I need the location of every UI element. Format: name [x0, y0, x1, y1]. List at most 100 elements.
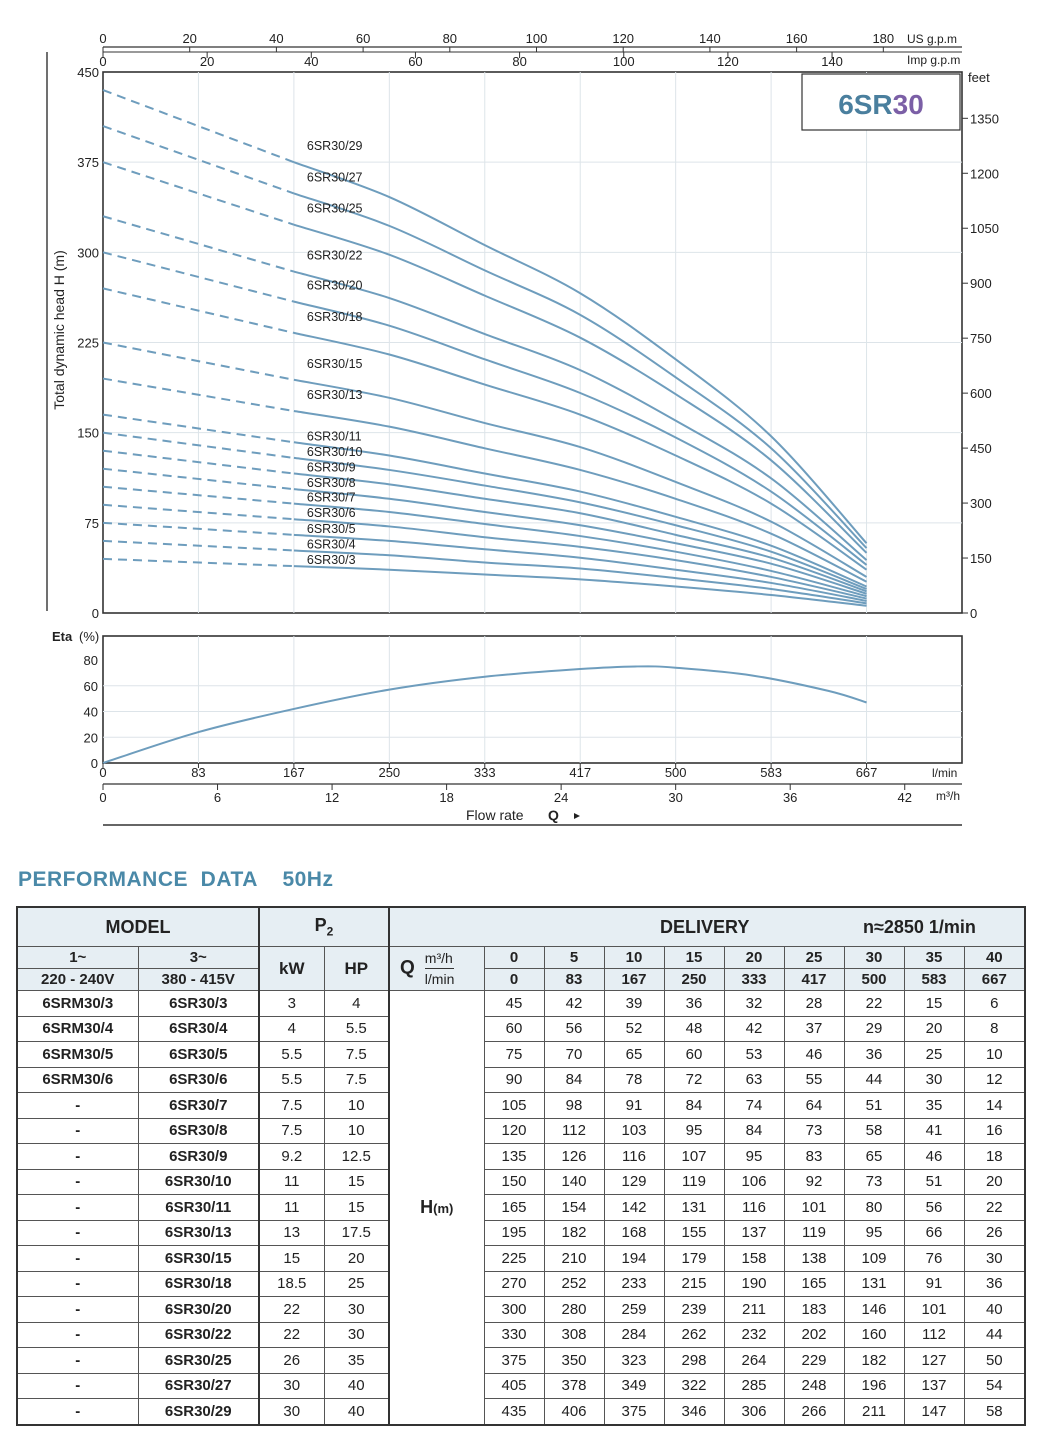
head-value: 103 [603, 1117, 665, 1144]
power-hp: 15 [323, 1194, 391, 1221]
table-row: -6SR30/10 11 15 150 140 129 119 106 92 73 51 20 [16, 1168, 1026, 1195]
q-m3h-cell: 15 [663, 946, 725, 969]
head-value: 51 [903, 1168, 965, 1195]
performance-curve [293, 161, 868, 544]
head-value: 20 [903, 1015, 965, 1042]
imp-gpm-tick-label: 40 [304, 54, 318, 69]
three-phase-model: 6SR30/5 [137, 1041, 260, 1068]
head-value: 52 [603, 1015, 665, 1042]
curve-dashed-segment [102, 377, 295, 413]
single-phase-model: - [16, 1168, 139, 1195]
performance-curve [293, 223, 868, 554]
performance-curve [293, 441, 867, 588]
head-value: 346 [663, 1398, 725, 1425]
q-lmin-cell: 167 [603, 968, 665, 991]
head-value: 101 [903, 1296, 965, 1323]
head-value: 42 [723, 1015, 785, 1042]
head-value: 270 [483, 1270, 545, 1297]
hp-header: HP [323, 946, 391, 991]
head-value: 233 [603, 1270, 665, 1297]
table-row: -6SR30/25 26 35 375 350 323 298 264 229 182 127 50 [16, 1347, 1026, 1374]
performance-curve [293, 472, 867, 593]
head-value: 95 [663, 1117, 725, 1144]
curve-label: 6SR30/9 [307, 461, 356, 475]
q-lmin-cell: 667 [963, 968, 1026, 991]
head-value: 239 [663, 1296, 725, 1323]
single-phase-model: - [16, 1296, 139, 1323]
us-gpm-tick-label: 160 [786, 31, 808, 46]
power-hp: 20 [323, 1245, 391, 1272]
head-value: 179 [663, 1245, 725, 1272]
head-value: 116 [723, 1194, 785, 1221]
head-value: 42 [543, 990, 605, 1017]
head-value: 48 [663, 1015, 725, 1042]
y2-tick-label: 1350 [970, 111, 999, 126]
head-value: 101 [783, 1194, 845, 1221]
head-value: 50 [963, 1347, 1026, 1374]
head-value: 83 [783, 1143, 845, 1170]
table-row: -6SR30/9 9.2 12.5 135 126 116 107 95 83 65 46 18 [16, 1143, 1026, 1170]
performance-curve [293, 192, 868, 549]
model-header: MODEL [16, 906, 260, 947]
three-phase-model: 6SR30/3 [137, 990, 260, 1017]
head-value: 248 [783, 1372, 845, 1399]
curve-label: 6SR30/25 [307, 202, 363, 216]
three-phase-model: 6SR30/7 [137, 1092, 260, 1119]
head-value: 25 [903, 1041, 965, 1068]
chart-title: 6SR30 [838, 89, 924, 120]
head-value: 95 [723, 1143, 785, 1170]
curve-label: 6SR30/22 [307, 249, 363, 263]
power-hp: 17.5 [323, 1219, 391, 1246]
three-phase-model: 6SR30/27 [137, 1372, 260, 1399]
q-m3h-cell: 40 [963, 946, 1026, 969]
head-value: 232 [723, 1321, 785, 1348]
power-kw: 15 [258, 1245, 325, 1272]
single-phase-model: - [16, 1245, 139, 1272]
head-value: 54 [963, 1372, 1026, 1399]
head-value: 45 [483, 990, 545, 1017]
m3h-tick-label: 12 [325, 790, 339, 805]
head-value: 22 [963, 1194, 1026, 1221]
us-gpm-unit: US g.p.m [907, 32, 957, 46]
lmin-tick-label: 83 [191, 765, 205, 780]
y2-tick-label: 300 [970, 496, 992, 511]
lmin-unit: l/min [932, 766, 957, 780]
single-phase-voltage: 220 - 240V [16, 968, 139, 991]
y-tick-label: 75 [85, 516, 99, 531]
head-value: 55 [783, 1066, 845, 1093]
power-hp: 40 [323, 1372, 391, 1399]
power-hp: 7.5 [323, 1041, 391, 1068]
curve-label: 6SR30/15 [307, 357, 363, 371]
curve-label: 6SR30/5 [307, 522, 356, 536]
head-value: 202 [783, 1321, 845, 1348]
head-value: 168 [603, 1219, 665, 1246]
head-value: 22 [843, 990, 905, 1017]
head-value: 58 [843, 1117, 905, 1144]
three-phase-model: 6SR30/20 [137, 1296, 260, 1323]
performance-curve [293, 502, 867, 598]
m3h-tick-label: 0 [99, 790, 106, 805]
head-value: 280 [543, 1296, 605, 1323]
table-row: -6SR30/7 7.5 10 105 98 91 84 74 64 51 35 14 [16, 1092, 1026, 1119]
lmin-tick-label: 333 [474, 765, 496, 780]
curve-dashed-segment [102, 287, 295, 334]
three-phase-model: 6SR30/4 [137, 1015, 260, 1042]
three-phase-header: 3~ [137, 946, 260, 969]
head-value: 266 [783, 1398, 845, 1425]
head-value: 135 [483, 1143, 545, 1170]
performance-curve [293, 410, 868, 583]
head-value: 182 [843, 1347, 905, 1374]
head-value: 107 [663, 1143, 725, 1170]
y2-tick-label: 450 [970, 441, 992, 456]
lmin-tick-label: 250 [378, 765, 400, 780]
head-value: 36 [663, 990, 725, 1017]
head-value: 91 [603, 1092, 665, 1119]
us-gpm-tick-label: 0 [99, 31, 106, 46]
head-value: 120 [483, 1117, 545, 1144]
performance-curve [293, 533, 867, 602]
eta-label: Eta [52, 629, 73, 644]
table-row: -6SR30/22 22 30 330 308 284 262 232 202 160 112 44 [16, 1321, 1026, 1348]
head-value: 160 [843, 1321, 905, 1348]
us-gpm-tick-label: 20 [182, 31, 196, 46]
imp-gpm-tick-label: 140 [821, 54, 843, 69]
